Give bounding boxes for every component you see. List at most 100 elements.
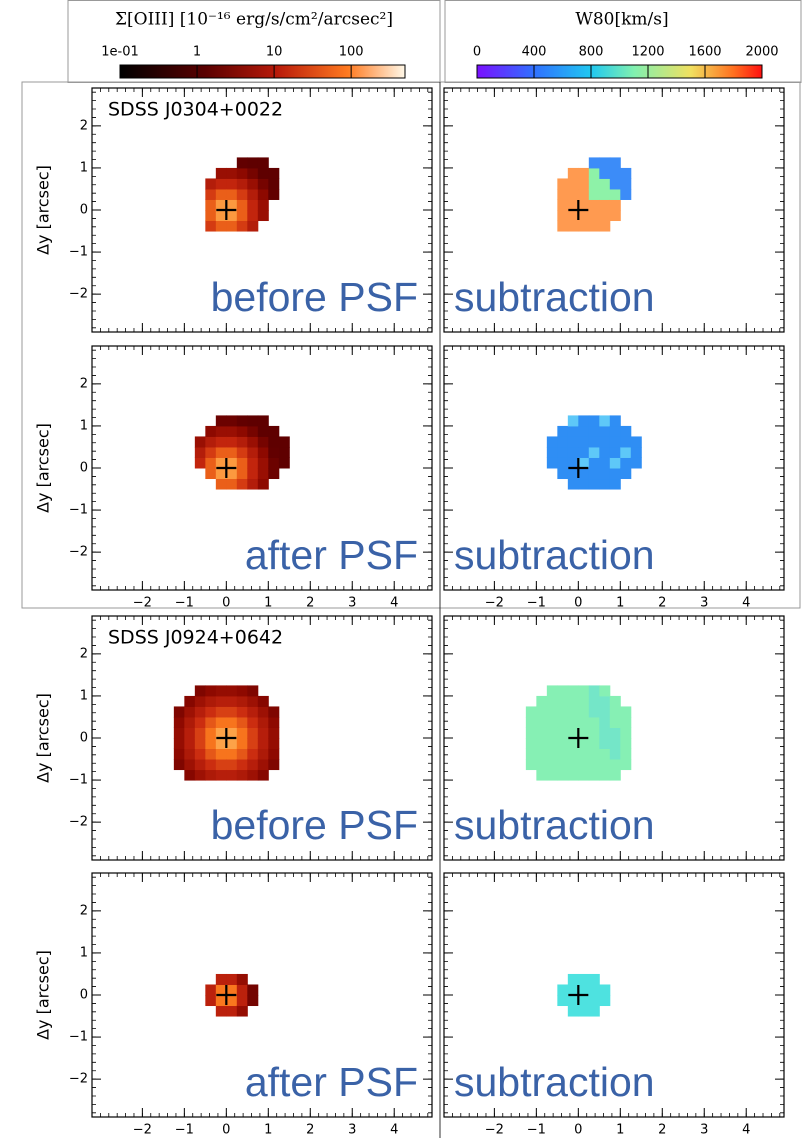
map-cell bbox=[258, 717, 269, 728]
map-cell bbox=[610, 770, 621, 781]
y-tick-label: 1 bbox=[80, 688, 88, 703]
map-cell bbox=[279, 436, 290, 447]
map-cell bbox=[589, 717, 600, 728]
panel: subtraction bbox=[444, 88, 784, 332]
map-cell bbox=[205, 759, 216, 770]
map-cell bbox=[610, 447, 621, 458]
map-cell bbox=[258, 436, 269, 447]
panel: −2−101234−2−1012Δy [arcsec]after PSF bbox=[34, 346, 433, 611]
map-cell bbox=[268, 727, 279, 738]
map-cell bbox=[237, 468, 248, 479]
map-cell bbox=[568, 696, 579, 707]
map-cell bbox=[226, 221, 237, 232]
map-cell bbox=[226, 696, 237, 707]
map-cell bbox=[589, 727, 600, 738]
map-cell bbox=[237, 221, 248, 232]
map-cell bbox=[195, 717, 206, 728]
x-tick-label: −2 bbox=[133, 1123, 152, 1138]
map-cell bbox=[205, 221, 216, 232]
map-cell bbox=[216, 447, 227, 458]
map-cell bbox=[578, 717, 589, 728]
map-cell bbox=[205, 426, 216, 437]
map-cell bbox=[568, 984, 579, 995]
map-cell bbox=[557, 727, 568, 738]
x-tick-label: 1 bbox=[264, 596, 272, 611]
map-cell bbox=[216, 696, 227, 707]
colorbar-label: Σ[OIII] [10⁻¹⁶ erg/s/cm²/arcsec²] bbox=[115, 10, 393, 30]
map-cell bbox=[578, 749, 589, 760]
map-cell bbox=[599, 447, 610, 458]
map-cell bbox=[237, 1006, 248, 1017]
map-cell bbox=[216, 436, 227, 447]
panel: −2−1012Δy [arcsec]SDSS J0924+0642before … bbox=[34, 616, 433, 860]
map-cell bbox=[226, 727, 237, 738]
map-cell bbox=[247, 749, 258, 760]
map-cell bbox=[547, 436, 558, 447]
map-cell bbox=[568, 210, 579, 221]
map-cell bbox=[589, 189, 600, 200]
map-cell bbox=[578, 770, 589, 781]
map-cell bbox=[205, 199, 216, 210]
panel: −2−101234subtraction bbox=[444, 346, 784, 611]
map-cell bbox=[216, 210, 227, 221]
colorbar-tick-label: 0 bbox=[473, 45, 481, 60]
map-cell bbox=[578, 706, 589, 717]
map-cell bbox=[205, 457, 216, 468]
map-cell bbox=[226, 479, 237, 490]
map-cell bbox=[610, 436, 621, 447]
map-cell bbox=[568, 436, 579, 447]
map-cell bbox=[216, 685, 227, 696]
map-cell bbox=[258, 178, 269, 189]
map-cell bbox=[195, 447, 206, 458]
map-cell bbox=[258, 770, 269, 781]
map-cell bbox=[216, 759, 227, 770]
map-cell bbox=[620, 706, 631, 717]
x-tick-label: 1 bbox=[616, 596, 624, 611]
map-cell bbox=[599, 685, 610, 696]
map-cell bbox=[205, 210, 216, 221]
map-cell bbox=[247, 457, 258, 468]
map-cell bbox=[568, 168, 579, 179]
map-cell bbox=[568, 717, 579, 728]
colorbar-tick-label: 1 bbox=[193, 45, 201, 60]
map-cell bbox=[589, 685, 600, 696]
y-tick-label: −2 bbox=[69, 545, 88, 560]
map-cell bbox=[247, 759, 258, 770]
map-cell bbox=[237, 685, 248, 696]
map-cell bbox=[247, 479, 258, 490]
map-cell bbox=[237, 447, 248, 458]
map-cell bbox=[568, 447, 579, 458]
map-cell bbox=[216, 770, 227, 781]
x-tick-label: 3 bbox=[348, 1123, 356, 1138]
map-cell bbox=[568, 415, 579, 426]
map-cell bbox=[568, 457, 579, 468]
map-cell bbox=[610, 738, 621, 749]
map-cell bbox=[216, 727, 227, 738]
figure: Σ[OIII] [10⁻¹⁶ erg/s/cm²/arcsec²]1e-0111… bbox=[0, 0, 802, 1138]
overlay-label: subtraction bbox=[454, 802, 655, 848]
map-cell bbox=[589, 696, 600, 707]
map-cell bbox=[237, 749, 248, 760]
map-cell bbox=[226, 468, 237, 479]
map-cell bbox=[620, 447, 631, 458]
map-cell bbox=[237, 426, 248, 437]
map-cell bbox=[216, 738, 227, 749]
map-cell bbox=[216, 178, 227, 189]
map-cell bbox=[247, 178, 258, 189]
object-name: SDSS J0304+0022 bbox=[108, 99, 283, 121]
map-cell bbox=[620, 189, 631, 200]
map-cell bbox=[279, 447, 290, 458]
map-cell bbox=[247, 727, 258, 738]
map-cell bbox=[237, 199, 248, 210]
x-tick-label: 2 bbox=[658, 1123, 666, 1138]
map-cell bbox=[557, 178, 568, 189]
colorbar-tick-label: 800 bbox=[579, 45, 604, 60]
x-tick-label: 0 bbox=[222, 1123, 230, 1138]
y-tick-label: −2 bbox=[69, 815, 88, 830]
map-cell bbox=[195, 457, 206, 468]
map-cell bbox=[589, 770, 600, 781]
map-cell bbox=[589, 210, 600, 221]
map-cell bbox=[195, 706, 206, 717]
map-cell bbox=[610, 178, 621, 189]
